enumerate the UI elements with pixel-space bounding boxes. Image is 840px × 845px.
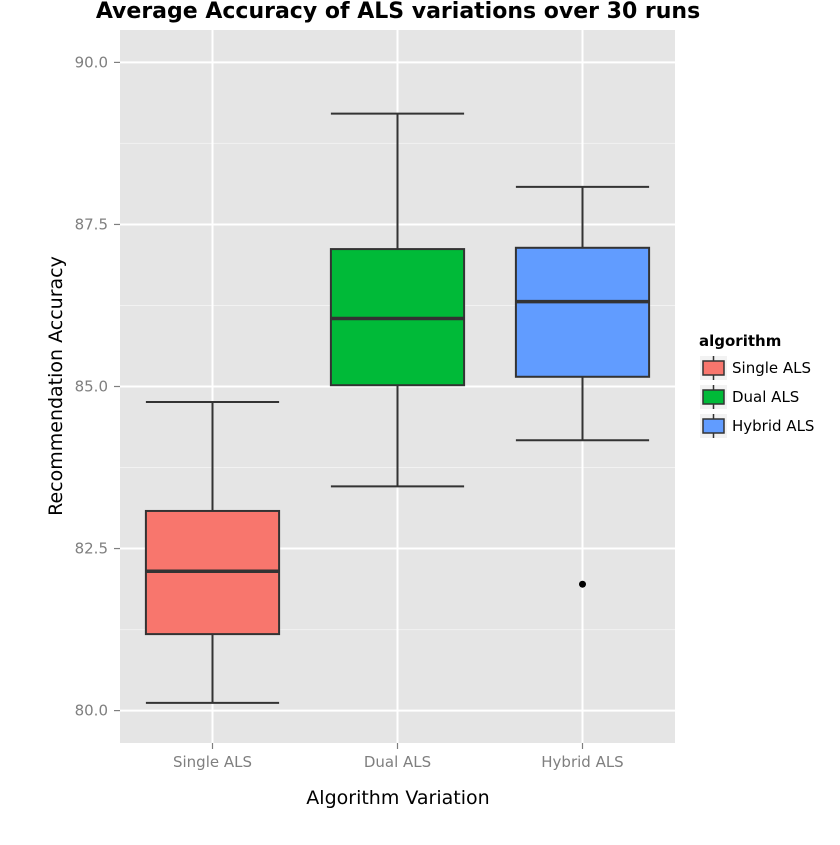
legend-title: algorithm <box>699 332 781 350</box>
iqr-box <box>514 246 651 378</box>
legend-swatch <box>702 418 725 434</box>
y-tick-label: 80.0 <box>75 702 108 720</box>
chart-title: Average Accuracy of ALS variations over … <box>96 0 700 24</box>
y-tick-label: 82.5 <box>75 540 108 558</box>
legend-items: Single ALS Dual ALS Hybrid ALS <box>700 356 814 438</box>
outlier-point <box>579 580 586 588</box>
box-group <box>514 185 651 588</box>
axis-layer: 80.0 82.5 85.0 87.5 90.0 Single ALS Dual ALS Hy… <box>75 53 624 771</box>
x-axis-title: Algorithm Variation <box>306 787 489 809</box>
legend-label: Hybrid ALS <box>732 417 814 435</box>
y-tick-label: 87.5 <box>75 215 108 233</box>
legend-item: Dual ALS <box>700 385 799 409</box>
box-group <box>144 401 281 704</box>
legend-swatch <box>702 360 725 376</box>
y-axis-title: Recommendation Accuracy <box>45 256 67 516</box>
legend-item: Single ALS <box>700 356 811 380</box>
x-tick-label: Dual ALS <box>364 753 431 771</box>
legend-item: Hybrid ALS <box>700 414 814 438</box>
box-layer <box>144 112 651 704</box>
legend-swatch <box>702 389 725 405</box>
x-tick-label: Single ALS <box>173 753 252 771</box>
y-tick-label: 90.0 <box>75 53 108 71</box>
legend: algorithm Single ALS Dual ALS Hybrid ALS <box>699 332 814 438</box>
legend-label: Dual ALS <box>732 388 799 406</box>
y-tick-label: 85.0 <box>75 378 108 396</box>
x-tick-label: Hybrid ALS <box>541 753 623 771</box>
legend-label: Single ALS <box>732 359 811 377</box>
box-group <box>329 112 466 488</box>
